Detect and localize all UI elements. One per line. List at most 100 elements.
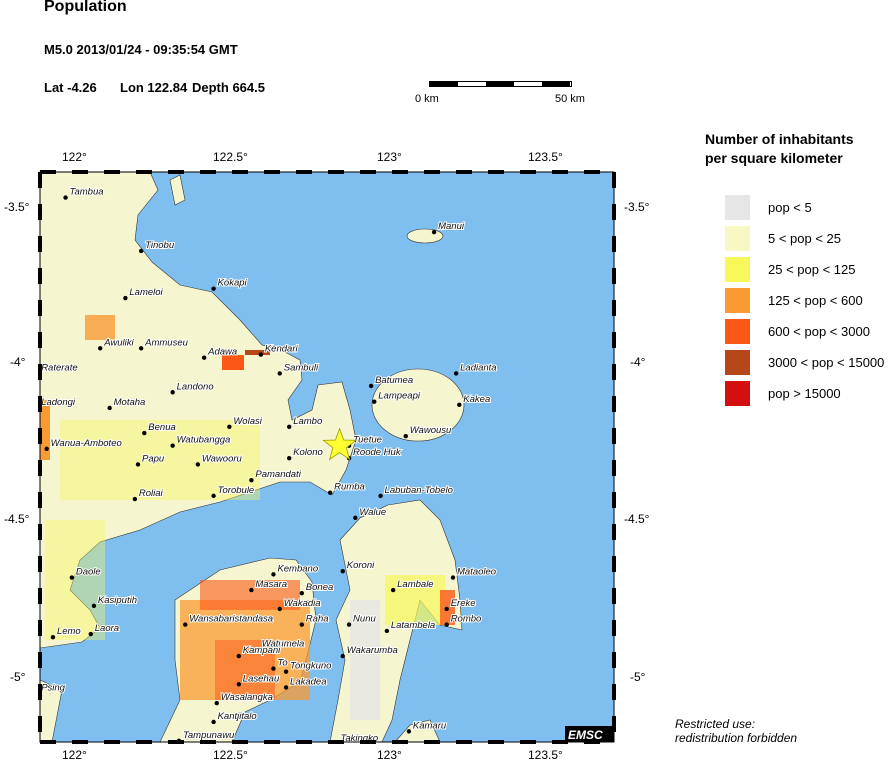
city-label: Watubangga [177, 435, 231, 446]
city-label: Lasehau [243, 673, 280, 684]
city-marker [91, 603, 97, 608]
lat-tick-label: -4° [630, 355, 646, 369]
city-marker [277, 606, 282, 612]
lat-tick-label: -3.5° [624, 200, 650, 214]
lat-tick-label: -5° [630, 670, 646, 684]
scale-bar [429, 81, 572, 87]
city-marker [142, 430, 147, 436]
event-info: M5.0 2013/01/24 - 09:35:54 GMT [44, 42, 238, 57]
emsc-badge-text: EMSC [568, 728, 603, 742]
city-marker [372, 399, 377, 404]
city-marker [287, 456, 292, 461]
lon-tick-label: 122.5° [213, 748, 248, 762]
city-label: Daole [76, 567, 101, 578]
city-marker [453, 371, 459, 376]
city-label: Wanua-Amboteo [51, 438, 122, 449]
city-marker [283, 669, 289, 674]
city-marker [138, 346, 144, 351]
city-label: Torobule [218, 485, 255, 496]
city-marker [378, 493, 383, 499]
city-marker [123, 295, 128, 301]
city-marker [249, 587, 254, 593]
city-marker [236, 682, 241, 687]
legend-label: 125 < pop < 600 [768, 293, 863, 308]
small-island [169, 174, 186, 206]
city-marker [299, 591, 304, 596]
city-marker [249, 477, 254, 483]
lat-tick-label: -5° [10, 670, 26, 684]
city-label: Motaha [114, 397, 146, 408]
city-marker [353, 515, 358, 521]
city-label: Masara [255, 579, 287, 590]
city-marker [327, 490, 333, 495]
city-label: Tampunawu [183, 730, 235, 741]
city-label: Wakarumba [347, 645, 398, 656]
city-label: Koroni [347, 560, 375, 571]
city-label: Ladongi [41, 397, 76, 408]
city-label: Laora [95, 623, 119, 634]
city-label: Rumba [334, 482, 365, 493]
city-label: Walue [359, 507, 386, 518]
city-marker [170, 443, 175, 448]
legend-title: Number of inhabitants per square kilomet… [705, 130, 854, 168]
city-label: Wawousu [410, 425, 452, 436]
city-marker [69, 575, 75, 580]
city-marker [283, 685, 289, 690]
lon-tick-label: 123° [377, 748, 402, 762]
city-marker [214, 700, 219, 706]
legend-item: 125 < pop < 600 [725, 288, 863, 313]
city-marker [195, 462, 201, 467]
legend-swatch [725, 195, 750, 220]
city-marker [135, 462, 141, 467]
city-label: Landono [177, 381, 214, 392]
legend-label: 5 < pop < 25 [768, 231, 842, 246]
city-label: Raterate [41, 362, 77, 373]
city-marker [384, 628, 390, 634]
city-marker [258, 352, 264, 357]
city-label: To [277, 658, 287, 669]
city-label: Batumea [375, 375, 413, 386]
city-marker [390, 587, 396, 593]
city-label: Nunu [353, 614, 376, 625]
lat-tick-label: -4° [10, 355, 26, 369]
city-label: Rombo [451, 614, 482, 625]
epicenter-star-icon [322, 427, 357, 461]
city-label: Raha [306, 614, 329, 625]
page-title: Population [44, 0, 127, 15]
lat-tick-label: -3.5° [4, 200, 30, 214]
legend-label: pop < 5 [768, 200, 812, 215]
city-marker [431, 229, 437, 235]
city-label: Kokapi [218, 278, 248, 289]
legend-swatch [725, 319, 750, 344]
city-marker [63, 195, 68, 200]
city-marker [132, 496, 138, 502]
city-label: Kendari [265, 344, 299, 355]
city-label: Bonea [306, 582, 333, 593]
city-label: Kamaru [413, 720, 447, 731]
city-label: Roode Huk [353, 447, 402, 458]
city-label: Kasiputih [98, 595, 137, 606]
city-marker [255, 647, 260, 652]
city-label: Wawooru [202, 453, 243, 464]
city-marker [277, 371, 282, 376]
city-label: Labuban-Tobelo [385, 485, 453, 496]
city-label: Lampeapi [378, 391, 421, 402]
city-label: Kakea [463, 394, 490, 405]
wawonii-island [371, 368, 465, 442]
city-marker [183, 622, 188, 627]
city-label: Wolasi [233, 416, 262, 427]
city-label: Kantjitalo [218, 711, 257, 722]
mainland-sulawesi [40, 172, 357, 649]
city-label: Manui [438, 221, 465, 232]
legend-item: 3000 < pop < 15000 [725, 350, 884, 375]
city-marker [211, 286, 216, 291]
legend-label: 600 < pop < 3000 [768, 324, 870, 339]
city-label: Lameloi [129, 287, 163, 298]
city-label: Mataoleo [457, 567, 496, 578]
usage-note-line2: redistribution forbidden [675, 731, 798, 745]
city-marker [211, 719, 216, 725]
lat-tick-label: -4.5° [4, 512, 30, 526]
legend-title-line1: Number of inhabitants [705, 131, 854, 147]
city-marker [340, 569, 345, 574]
